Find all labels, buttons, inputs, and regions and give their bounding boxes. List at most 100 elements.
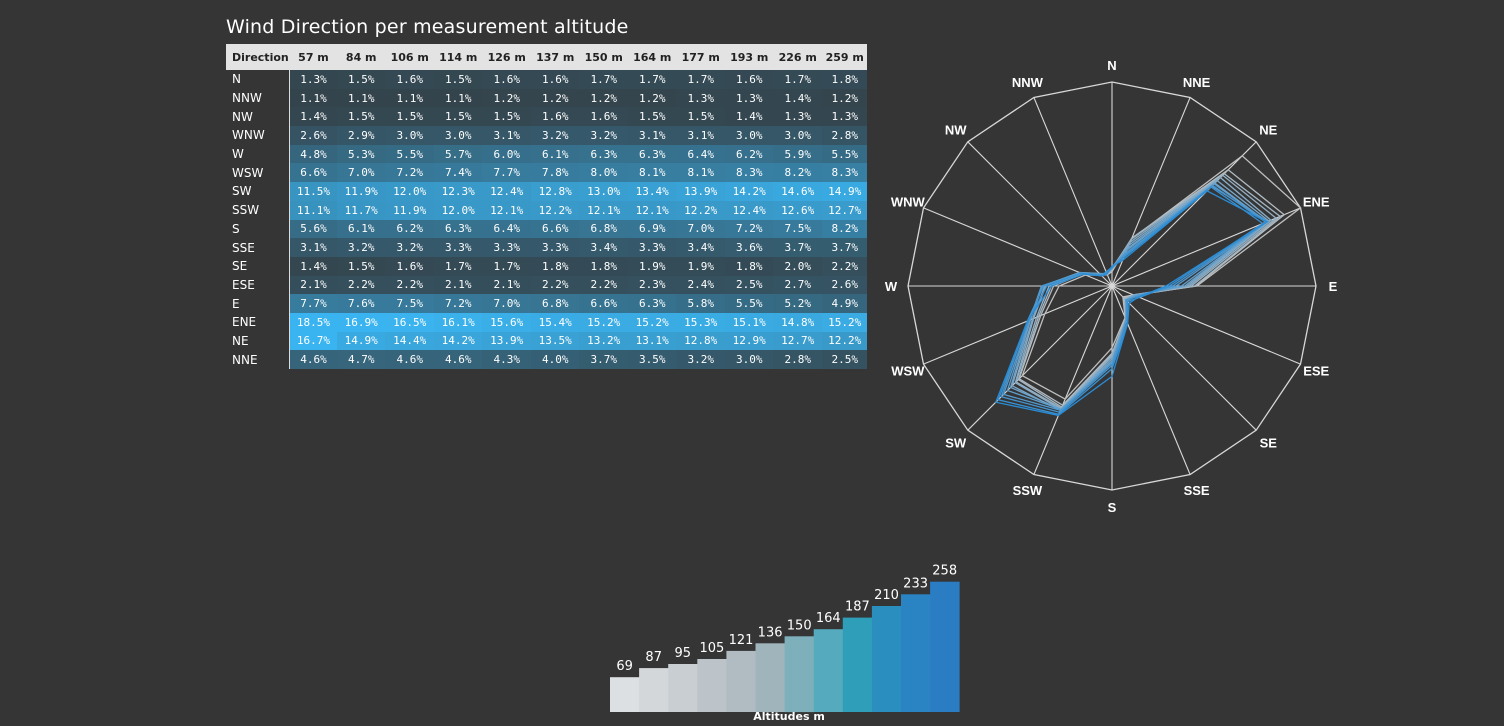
percentage-cell: 14.6%	[773, 182, 823, 201]
direction-label: NW	[945, 123, 967, 138]
percentage-cell: 6.9%	[628, 219, 677, 239]
altitude-bar-label: 87	[645, 650, 662, 665]
percentage-cell: 1.6%	[385, 256, 435, 276]
altitude-column-header[interactable]: 137 m	[531, 44, 580, 70]
percentage-cell: 1.7%	[434, 256, 483, 276]
percentage-cell: 1.3%	[676, 88, 726, 108]
percentage-cell: 4.8%	[289, 144, 338, 164]
altitude-bar[interactable]	[610, 677, 640, 712]
percentage-cell: 8.0%	[579, 163, 629, 183]
altitude-bar[interactable]	[813, 629, 844, 712]
altitude-column-header[interactable]: 226 m	[773, 44, 823, 70]
percentage-cell: 6.0%	[482, 144, 532, 164]
altitude-bar[interactable]	[842, 617, 873, 712]
altitude-column-header[interactable]: 164 m	[628, 44, 677, 70]
percentage-cell: 5.5%	[725, 294, 774, 313]
direction-cell: ENE	[226, 312, 290, 332]
table-row: NW 1.4% 1.5% 1.5% 1.5% 1.5% 1.6% 1.6% 1.5% 1.5% 1.…	[226, 107, 868, 127]
altitude-column-header[interactable]: 114 m	[434, 44, 483, 70]
percentage-cell: 12.0%	[385, 182, 435, 201]
percentage-cell: 1.6%	[531, 107, 580, 127]
direction-label: SSE	[1184, 483, 1210, 498]
altitude-column-header[interactable]: 259 m	[822, 44, 868, 70]
percentage-cell: 3.3%	[531, 238, 580, 257]
percentage-cell: 2.4%	[676, 275, 726, 295]
altitude-bar[interactable]	[784, 636, 815, 713]
altitude-column-header[interactable]: 106 m	[385, 44, 435, 70]
table-row: SW 11.5% 11.9% 12.0% 12.3% 12.4% 12.8% 13.0% 13.…	[226, 182, 868, 201]
altitude-bar[interactable]	[930, 581, 960, 712]
percentage-cell: 4.9%	[822, 294, 868, 313]
altitude-column-header[interactable]: 84 m	[337, 44, 386, 70]
percentage-cell: 1.7%	[628, 70, 677, 89]
percentage-cell: 1.6%	[531, 70, 580, 89]
table-row: ESE 2.1% 2.2% 2.2% 2.1% 2.1% 2.2% 2.2% 2.3% 2.4% 2…	[226, 275, 868, 295]
percentage-cell: 5.3%	[337, 144, 386, 164]
altitude-bar[interactable]	[697, 659, 727, 712]
altitude-bar-label: 105	[699, 641, 724, 656]
radar-spoke	[967, 141, 1113, 287]
percentage-cell: 3.0%	[385, 126, 435, 145]
table-row: WNW 2.6% 2.9% 3.0% 3.0% 3.1% 3.2% 3.2% 3.1% 3.1% 3…	[226, 126, 868, 145]
percentage-cell: 1.8%	[531, 256, 580, 276]
percentage-cell: 8.2%	[822, 219, 868, 239]
direction-cell: SSE	[226, 238, 290, 257]
radar-spoke	[1033, 97, 1113, 287]
altitude-bar-label: 150	[787, 618, 812, 633]
altitude-column-header[interactable]: 57 m	[289, 44, 338, 70]
altitude-bar[interactable]	[639, 668, 669, 712]
altitude-column-header[interactable]: 177 m	[676, 44, 726, 70]
percentage-cell: 3.4%	[676, 238, 726, 257]
percentage-cell: 3.2%	[531, 126, 580, 145]
altitude-column-header[interactable]: 126 m	[482, 44, 532, 70]
percentage-cell: 14.9%	[822, 182, 868, 201]
altitude-axis-label: Altitudes m	[753, 710, 825, 723]
direction-cell: N	[226, 70, 290, 89]
percentage-cell: 1.4%	[289, 107, 338, 127]
percentage-cell: 11.7%	[337, 200, 386, 220]
altitude-column-header[interactable]: 193 m	[725, 44, 774, 70]
percentage-cell: 2.0%	[773, 256, 823, 276]
altitude-bar[interactable]	[668, 664, 698, 712]
altitude-column-header[interactable]: 150 m	[579, 44, 629, 70]
percentage-cell: 3.4%	[579, 238, 629, 257]
table-row: SE 1.4% 1.5% 1.6% 1.7% 1.7% 1.8% 1.8% 1.9% 1.9% 1.…	[226, 256, 868, 276]
percentage-cell: 15.2%	[579, 312, 629, 332]
percentage-cell: 12.4%	[482, 182, 532, 201]
percentage-cell: 14.9%	[337, 331, 386, 351]
altitude-bar[interactable]	[901, 594, 931, 712]
direction-label: SW	[945, 435, 967, 450]
altitude-bar-label: 258	[932, 564, 957, 579]
percentage-cell: 6.4%	[482, 219, 532, 239]
percentage-cell: 14.2%	[725, 182, 774, 201]
percentage-cell: 13.2%	[579, 331, 629, 351]
percentage-cell: 12.6%	[773, 200, 823, 220]
altitude-bar[interactable]	[726, 650, 756, 712]
percentage-cell: 6.3%	[434, 219, 483, 239]
radar-series-line[interactable]	[1015, 174, 1278, 410]
percentage-cell: 3.2%	[385, 238, 435, 257]
altitude-bar[interactable]	[871, 606, 902, 712]
radar-series-line[interactable]	[994, 190, 1269, 417]
percentage-cell: 6.1%	[531, 144, 580, 164]
percentage-cell: 2.2%	[385, 275, 435, 295]
percentage-cell: 2.6%	[822, 275, 868, 295]
percentage-cell: 1.7%	[773, 70, 823, 89]
direction-cell: WNW	[226, 126, 290, 145]
percentage-cell: 15.6%	[482, 312, 532, 332]
percentage-cell: 6.8%	[531, 294, 580, 313]
altitude-bar-label: 121	[729, 633, 754, 648]
percentage-cell: 1.2%	[579, 88, 629, 108]
percentage-cell: 7.2%	[434, 294, 483, 313]
table-header-row: Direction 57 m 84 m 106 m 114 m 126 m 137 m 15…	[226, 44, 868, 70]
wind-direction-table: Direction 57 m 84 m 106 m 114 m 126 m 137 m 15…	[226, 44, 868, 369]
percentage-cell: 3.1%	[628, 126, 677, 145]
direction-column-header[interactable]: Direction	[226, 44, 290, 70]
altitude-bar[interactable]	[755, 643, 786, 712]
percentage-cell: 13.9%	[482, 331, 532, 351]
percentage-cell: 1.5%	[434, 70, 483, 89]
percentage-cell: 5.5%	[385, 144, 435, 164]
percentage-cell: 1.1%	[337, 88, 386, 108]
percentage-cell: 2.2%	[337, 275, 386, 295]
percentage-cell: 3.6%	[725, 238, 774, 257]
